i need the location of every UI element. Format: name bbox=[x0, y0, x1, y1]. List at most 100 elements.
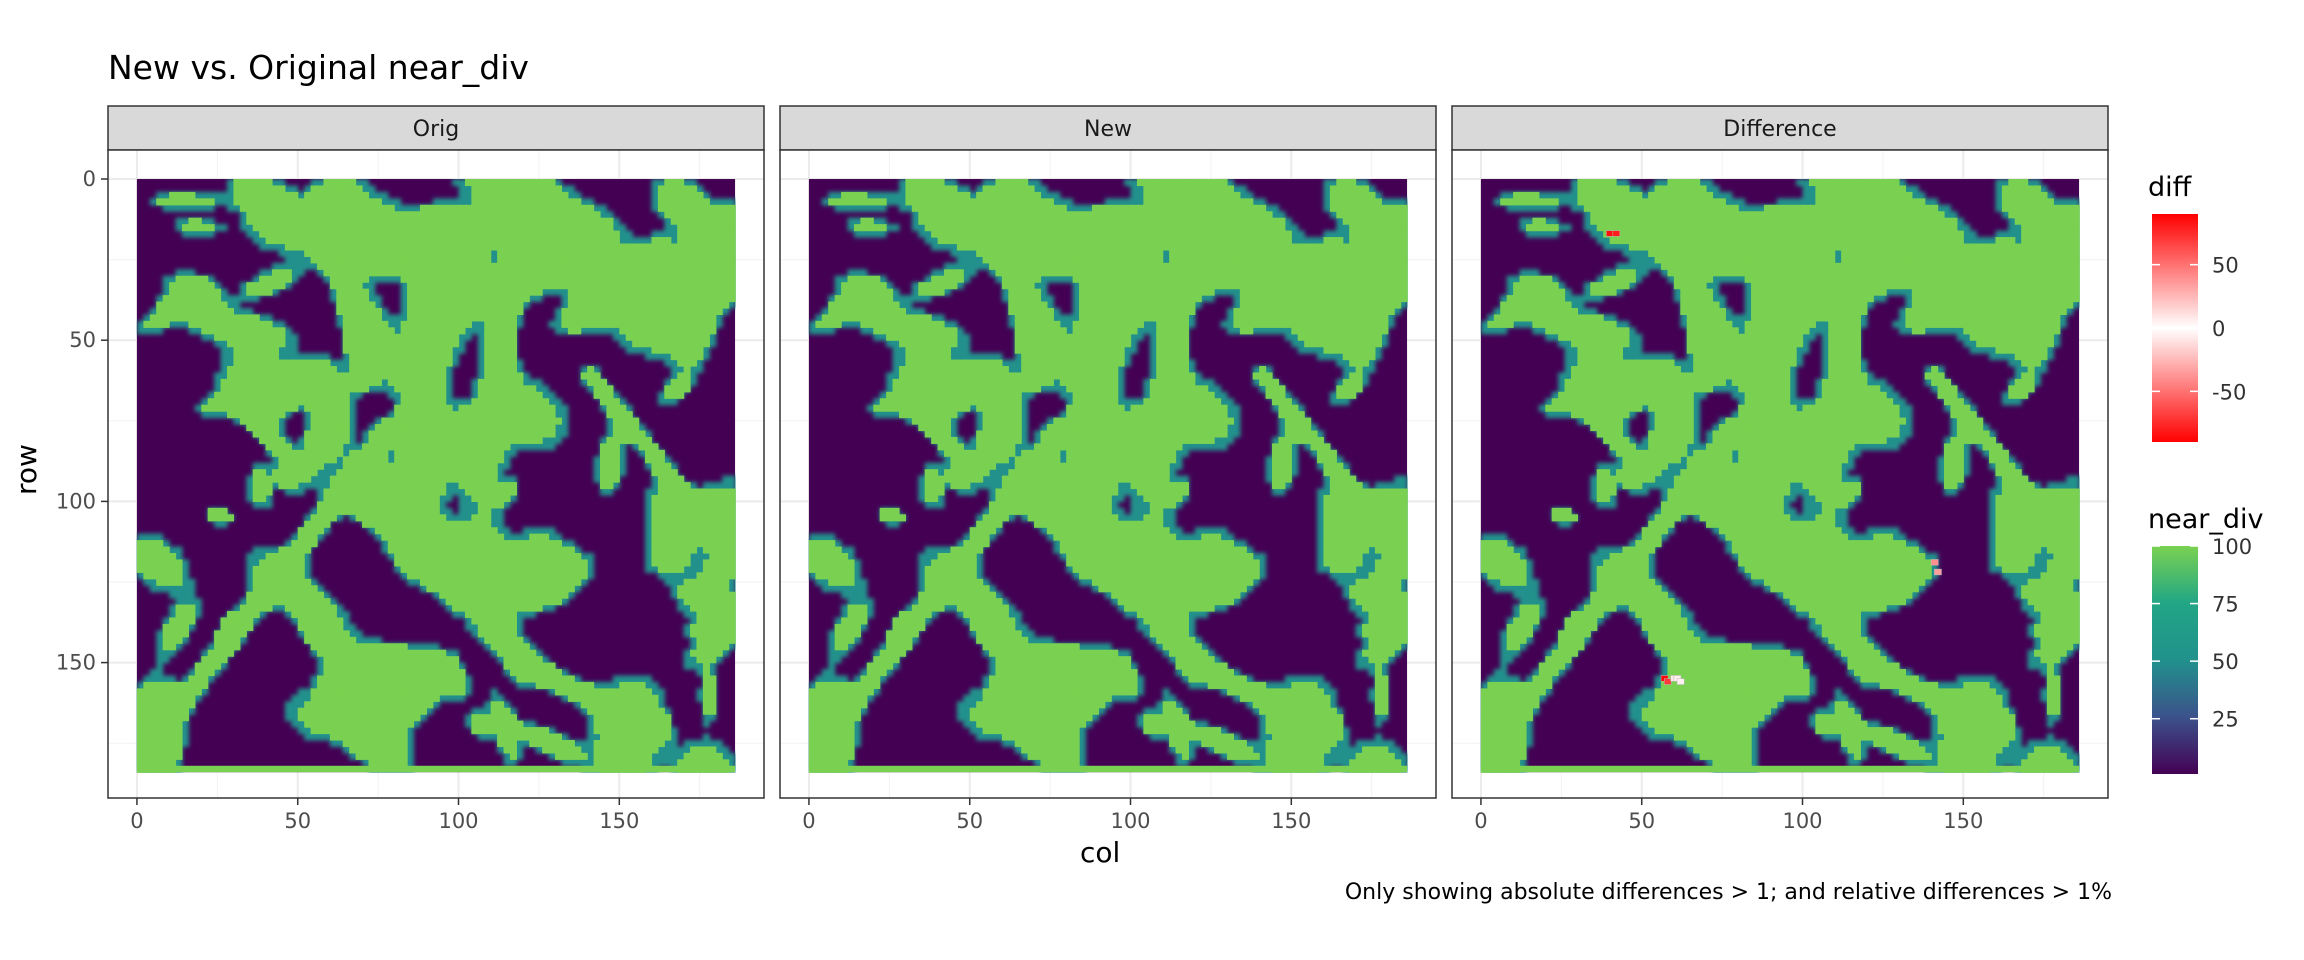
raster-halo-cell bbox=[703, 192, 710, 199]
raster-halo-cell bbox=[516, 617, 523, 624]
raster-halo-cell bbox=[394, 198, 401, 205]
raster-halo-cell bbox=[401, 308, 408, 315]
raster-halo-cell bbox=[227, 360, 234, 367]
raster-halo-cell bbox=[504, 456, 511, 463]
raster-halo-cell bbox=[156, 295, 163, 302]
raster-halo-cell bbox=[214, 411, 221, 418]
raster-halo-cell bbox=[349, 424, 356, 431]
raster-halo-cell bbox=[696, 695, 703, 702]
raster-halo-cell bbox=[529, 682, 536, 689]
raster-halo-cell bbox=[304, 553, 311, 560]
raster-halo-cell bbox=[536, 295, 543, 302]
raster-halo-cell bbox=[677, 605, 684, 612]
raster-halo-cell bbox=[516, 624, 523, 631]
raster-halo-cell bbox=[291, 250, 298, 257]
raster-halo-cell bbox=[555, 398, 562, 405]
raster-halo-cell bbox=[176, 585, 183, 592]
raster-halo-cell bbox=[201, 334, 208, 341]
raster-halo-cell bbox=[246, 308, 253, 315]
raster-halo-cell bbox=[606, 211, 613, 218]
raster-halo-cell bbox=[150, 308, 157, 315]
raster-halo-cell bbox=[323, 527, 330, 534]
raster-halo-cell bbox=[266, 463, 273, 470]
raster-halo-cell bbox=[645, 501, 652, 508]
raster-halo-cell bbox=[626, 675, 633, 682]
raster-halo-cell bbox=[362, 179, 369, 186]
raster-halo-cell bbox=[349, 398, 356, 405]
raster-halo-cell bbox=[658, 701, 665, 708]
raster-halo-cell bbox=[696, 669, 703, 676]
raster-halo-cell bbox=[208, 192, 215, 199]
raster-halo-cell bbox=[349, 443, 356, 450]
raster-halo-cell bbox=[368, 282, 375, 289]
raster-halo-cell bbox=[278, 347, 285, 354]
raster-halo-cell bbox=[452, 353, 459, 360]
raster-halo-cell bbox=[651, 482, 658, 489]
raster-halo-cell bbox=[156, 669, 163, 676]
raster-halo-cell bbox=[227, 185, 234, 192]
raster-halo-cell bbox=[188, 585, 195, 592]
raster-halo-cell bbox=[523, 302, 530, 309]
raster-halo-cell bbox=[182, 579, 189, 586]
raster-halo-cell bbox=[356, 392, 363, 399]
raster-halo-cell bbox=[253, 276, 260, 283]
raster-halo-cell bbox=[278, 179, 285, 186]
raster-halo-cell bbox=[626, 231, 633, 238]
raster-halo-cell bbox=[336, 740, 343, 747]
raster-halo-cell bbox=[510, 443, 517, 450]
raster-halo-cell bbox=[304, 185, 311, 192]
raster-halo-cell bbox=[163, 656, 170, 663]
raster-halo-cell bbox=[594, 366, 601, 373]
raster-halo-cell bbox=[516, 630, 523, 637]
raster-halo-cell bbox=[696, 688, 703, 695]
raster-halo-cell bbox=[594, 476, 601, 483]
raster-halo-cell bbox=[504, 476, 511, 483]
raster-halo-cell bbox=[491, 250, 498, 257]
raster-halo-cell bbox=[587, 327, 594, 334]
raster-halo-cell bbox=[362, 282, 369, 289]
raster-halo-cell bbox=[188, 669, 195, 676]
raster-halo-cell bbox=[684, 630, 691, 637]
raster-halo-cell bbox=[291, 701, 298, 708]
raster-halo-cell bbox=[555, 534, 562, 541]
raster-halo-cell bbox=[459, 495, 466, 502]
raster-halo-cell bbox=[381, 547, 388, 554]
raster-halo-cell bbox=[156, 534, 163, 541]
raster-halo-cell bbox=[671, 579, 678, 586]
raster-halo-cell bbox=[587, 721, 594, 728]
raster-halo-cell bbox=[375, 276, 382, 283]
raster-halo-cell bbox=[555, 437, 562, 444]
raster-halo-cell bbox=[722, 482, 729, 489]
raster-halo-cell bbox=[304, 482, 311, 489]
raster-halo-cell bbox=[137, 327, 144, 334]
raster-halo-cell bbox=[619, 450, 626, 457]
raster-halo-cell bbox=[388, 276, 395, 283]
raster-halo-cell bbox=[709, 198, 716, 205]
raster-halo-cell bbox=[651, 231, 658, 238]
raster-halo-cell bbox=[619, 469, 626, 476]
raster-halo-cell bbox=[696, 360, 703, 367]
raster-halo-cell bbox=[645, 675, 652, 682]
raster-halo-cell bbox=[176, 269, 183, 276]
raster-halo-cell bbox=[549, 727, 556, 734]
raster-halo-cell bbox=[330, 463, 337, 470]
raster-halo-cell bbox=[510, 450, 517, 457]
raster-halo-cell bbox=[465, 198, 472, 205]
raster-halo-cell bbox=[349, 630, 356, 637]
raster-halo-cell bbox=[555, 321, 562, 328]
raster-halo-cell bbox=[658, 179, 665, 186]
raster-halo-cell bbox=[323, 476, 330, 483]
raster-halo-cell bbox=[266, 269, 273, 276]
raster-halo-cell bbox=[619, 463, 626, 470]
raster-halo-cell bbox=[272, 547, 279, 554]
raster-halo-cell bbox=[362, 637, 369, 644]
raster-halo-cell bbox=[658, 211, 665, 218]
raster-halo-cell bbox=[201, 688, 208, 695]
raster-halo-cell bbox=[439, 508, 446, 515]
raster-halo-cell bbox=[259, 553, 266, 560]
raster-halo-cell bbox=[478, 347, 485, 354]
raster-halo-cell bbox=[214, 192, 221, 199]
raster-halo-cell bbox=[227, 198, 234, 205]
raster-halo-cell bbox=[163, 650, 170, 657]
raster-halo-cell bbox=[664, 231, 671, 238]
